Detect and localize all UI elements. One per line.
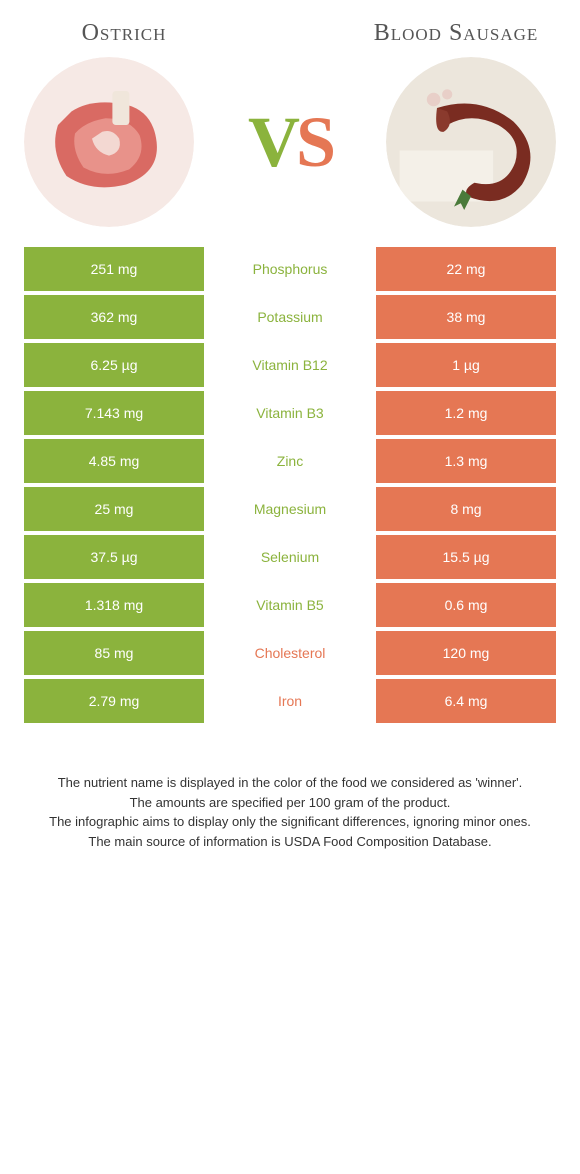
nutrient-row: 6.25 µgVitamin B121 µg (24, 343, 556, 387)
nutrient-row: 2.79 mgIron6.4 mg (24, 679, 556, 723)
nutrient-name: Potassium (204, 295, 376, 339)
left-value: 4.85 mg (24, 439, 204, 483)
footer-line: The nutrient name is displayed in the co… (44, 773, 536, 793)
vs-label: VS (248, 101, 332, 184)
header-titles: Ostrich Blood Sausage (24, 20, 556, 47)
nutrient-name: Vitamin B12 (204, 343, 376, 387)
nutrient-row: 362 mgPotassium38 mg (24, 295, 556, 339)
nutrient-row: 85 mgCholesterol120 mg (24, 631, 556, 675)
right-value: 1 µg (376, 343, 556, 387)
vs-s: S (296, 102, 332, 182)
right-value: 120 mg (376, 631, 556, 675)
nutrient-name: Magnesium (204, 487, 376, 531)
footer-line: The infographic aims to display only the… (44, 812, 536, 832)
nutrient-row: 1.318 mgVitamin B50.6 mg (24, 583, 556, 627)
nutrient-name: Phosphorus (204, 247, 376, 291)
right-value: 8 mg (376, 487, 556, 531)
right-food-title: Blood Sausage (356, 20, 556, 47)
left-value: 2.79 mg (24, 679, 204, 723)
left-value: 25 mg (24, 487, 204, 531)
nutrient-row: 7.143 mgVitamin B31.2 mg (24, 391, 556, 435)
nutrient-name: Selenium (204, 535, 376, 579)
right-food-image (386, 57, 556, 227)
left-value: 362 mg (24, 295, 204, 339)
right-value: 0.6 mg (376, 583, 556, 627)
nutrient-name: Zinc (204, 439, 376, 483)
left-food-image (24, 57, 194, 227)
nutrient-row: 4.85 mgZinc1.3 mg (24, 439, 556, 483)
left-value: 251 mg (24, 247, 204, 291)
left-value: 37.5 µg (24, 535, 204, 579)
nutrient-name: Iron (204, 679, 376, 723)
nutrient-row: 25 mgMagnesium8 mg (24, 487, 556, 531)
nutrient-name: Vitamin B5 (204, 583, 376, 627)
right-value: 1.3 mg (376, 439, 556, 483)
page: Ostrich Blood Sausage VS (0, 0, 580, 871)
nutrient-table: 251 mgPhosphorus22 mg362 mgPotassium38 m… (24, 247, 556, 723)
right-value: 1.2 mg (376, 391, 556, 435)
nutrient-row: 251 mgPhosphorus22 mg (24, 247, 556, 291)
right-value: 22 mg (376, 247, 556, 291)
images-row: VS (24, 57, 556, 227)
nutrient-row: 37.5 µgSelenium15.5 µg (24, 535, 556, 579)
nutrient-name: Vitamin B3 (204, 391, 376, 435)
left-value: 6.25 µg (24, 343, 204, 387)
footer-note: The nutrient name is displayed in the co… (24, 773, 556, 851)
nutrient-name: Cholesterol (204, 631, 376, 675)
footer-line: The amounts are specified per 100 gram o… (44, 793, 536, 813)
left-food-title: Ostrich (24, 20, 224, 47)
left-value: 85 mg (24, 631, 204, 675)
right-value: 15.5 µg (376, 535, 556, 579)
footer-line: The main source of information is USDA F… (44, 832, 536, 852)
left-value: 7.143 mg (24, 391, 204, 435)
right-value: 6.4 mg (376, 679, 556, 723)
vs-v: V (248, 102, 296, 182)
left-value: 1.318 mg (24, 583, 204, 627)
right-value: 38 mg (376, 295, 556, 339)
